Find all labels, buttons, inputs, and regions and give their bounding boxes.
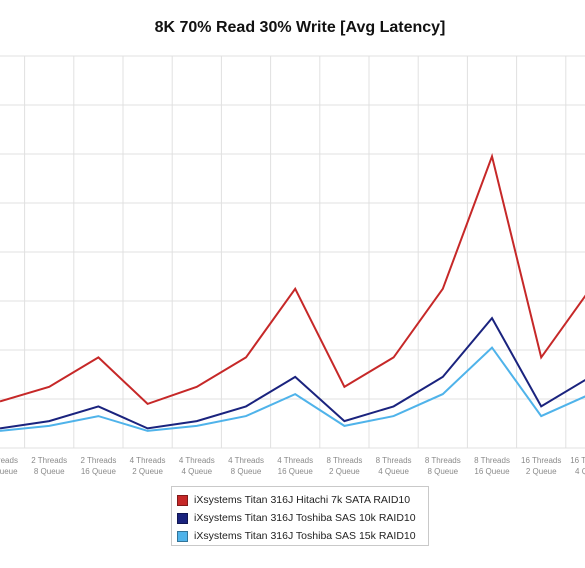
x-tick-label: 8 Threads bbox=[376, 456, 412, 465]
series-line-0 bbox=[0, 152, 585, 406]
legend-label-hitachi-7k: iXsystems Titan 316J Hitachi 7k SATA RAI… bbox=[194, 494, 411, 506]
legend-swatch-hitachi-7k bbox=[177, 494, 188, 506]
x-tick-label: 16 Queue bbox=[81, 467, 117, 476]
x-tick-label: 16 Queue bbox=[474, 467, 510, 476]
x-tick-label: 8 Queue bbox=[231, 467, 262, 476]
x-tick-label: 4 Threads bbox=[179, 456, 215, 465]
x-tick-label: 1 Threads bbox=[0, 456, 18, 465]
x-tick-label: 4 Threads bbox=[228, 456, 264, 465]
legend: iXsystems Titan 316J Hitachi 7k SATA RAI… bbox=[171, 486, 429, 546]
legend-item-hitachi-7k: iXsystems Titan 316J Hitachi 7k SATA RAI… bbox=[177, 493, 410, 507]
legend-swatch-toshiba-15k bbox=[177, 530, 188, 542]
x-tick-label: 4 Threads bbox=[277, 456, 313, 465]
chart-title: 8K 70% Read 30% Write [Avg Latency] bbox=[154, 19, 446, 36]
plot-area: 1 Threads 16 Queue 2 Threads 8 Queue 2 Threa… bbox=[0, 55, 585, 476]
x-tick-label: 2 Threads bbox=[80, 456, 116, 465]
legend-label-toshiba-15k: iXsystems Titan 316J Toshiba SAS 15k RAI… bbox=[194, 530, 416, 542]
legend-swatch-toshiba-10k bbox=[177, 512, 188, 524]
x-tick-label: 16 Threads bbox=[570, 456, 585, 465]
series-line-1 bbox=[0, 316, 585, 430]
x-tick-label: 8 Threads bbox=[474, 456, 510, 465]
legend-label-toshiba-10k: iXsystems Titan 316J Toshiba SAS 10k RAI… bbox=[194, 512, 416, 524]
x-tick-label: 2 Queue bbox=[526, 467, 557, 476]
x-tick-label: 4 Queue bbox=[181, 467, 212, 476]
x-tick-label: 8 Queue bbox=[427, 467, 458, 476]
x-tick-label: 8 Threads bbox=[326, 456, 362, 465]
x-tick-label: 16 Queue bbox=[278, 467, 314, 476]
x-tick-label: 8 Queue bbox=[34, 467, 65, 476]
legend-item-toshiba-10k: iXsystems Titan 316J Toshiba SAS 10k RAI… bbox=[177, 511, 416, 525]
x-tick-label: 4 Queue bbox=[378, 467, 409, 476]
x-tick-label: 2 Queue bbox=[132, 467, 163, 476]
x-tick-label: 2 Queue bbox=[329, 467, 360, 476]
x-tick-label: 2 Threads bbox=[31, 456, 67, 465]
x-tick-label: 8 Threads bbox=[425, 456, 461, 465]
x-tick-label: 16 Queue bbox=[0, 467, 18, 476]
x-tick-label: 4 Queue bbox=[575, 467, 585, 476]
series-line-2 bbox=[0, 346, 585, 432]
legend-item-toshiba-15k: iXsystems Titan 316J Toshiba SAS 15k RAI… bbox=[177, 529, 416, 543]
x-tick-label: 16 Threads bbox=[521, 456, 561, 465]
x-tick-label: 4 Threads bbox=[130, 456, 166, 465]
